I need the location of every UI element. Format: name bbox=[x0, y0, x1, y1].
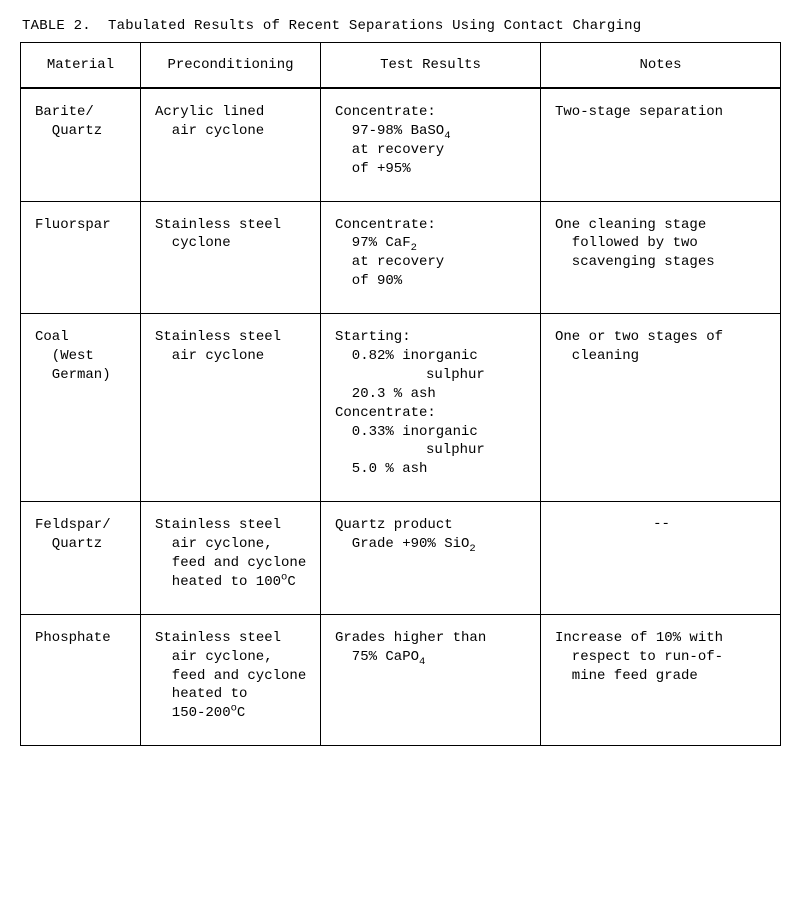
table-header-row: Material Preconditioning Test Results No… bbox=[21, 43, 781, 88]
cell-notes: -- bbox=[541, 502, 781, 615]
col-preconditioning: Preconditioning bbox=[141, 43, 321, 88]
cell-notes: One cleaning stage followed by two scave… bbox=[541, 201, 781, 314]
table-row: Phosphate Stainless steel air cyclone, f… bbox=[21, 614, 781, 745]
cell-material: Coal (West German) bbox=[21, 314, 141, 502]
cell-material: Feldspar/ Quartz bbox=[21, 502, 141, 615]
cell-material: Barite/ Quartz bbox=[21, 89, 141, 202]
cell-results: Concentrate: 97-98% BaSO4 at recovery of… bbox=[321, 89, 541, 202]
table-row: Coal (West German) Stainless steel air c… bbox=[21, 314, 781, 502]
col-test-results: Test Results bbox=[321, 43, 541, 88]
cell-precond: Stainless steel air cyclone, feed and cy… bbox=[141, 502, 321, 615]
table-row: Fluorspar Stainless steel cyclone Concen… bbox=[21, 201, 781, 314]
cell-results: Grades higher than 75% CaPO4 bbox=[321, 614, 541, 745]
cell-results: Concentrate: 97% CaF2 at recovery of 90% bbox=[321, 201, 541, 314]
table-row: Barite/ Quartz Acrylic lined air cyclone… bbox=[21, 89, 781, 202]
col-material: Material bbox=[21, 43, 141, 88]
table-caption: TABLE 2. Tabulated Results of Recent Sep… bbox=[22, 18, 780, 34]
cell-precond: Stainless steel air cyclone, feed and cy… bbox=[141, 614, 321, 745]
cell-notes: One or two stages of cleaning bbox=[541, 314, 781, 502]
table-row: Feldspar/ Quartz Stainless steel air cyc… bbox=[21, 502, 781, 615]
cell-precond: Acrylic lined air cyclone bbox=[141, 89, 321, 202]
results-table: Material Preconditioning Test Results No… bbox=[20, 42, 781, 746]
cell-notes: Two-stage separation bbox=[541, 89, 781, 202]
cell-precond: Stainless steel cyclone bbox=[141, 201, 321, 314]
col-notes: Notes bbox=[541, 43, 781, 88]
caption-text: Tabulated Results of Recent Separations … bbox=[108, 18, 641, 34]
cell-material: Fluorspar bbox=[21, 201, 141, 314]
cell-material: Phosphate bbox=[21, 614, 141, 745]
cell-results: Quartz product Grade +90% SiO2 bbox=[321, 502, 541, 615]
cell-results: Starting: 0.82% inorganic sulphur 20.3 %… bbox=[321, 314, 541, 502]
cell-precond: Stainless steel air cyclone bbox=[141, 314, 321, 502]
cell-notes: Increase of 10% with respect to run-of- … bbox=[541, 614, 781, 745]
caption-prefix: TABLE 2. bbox=[22, 18, 91, 34]
